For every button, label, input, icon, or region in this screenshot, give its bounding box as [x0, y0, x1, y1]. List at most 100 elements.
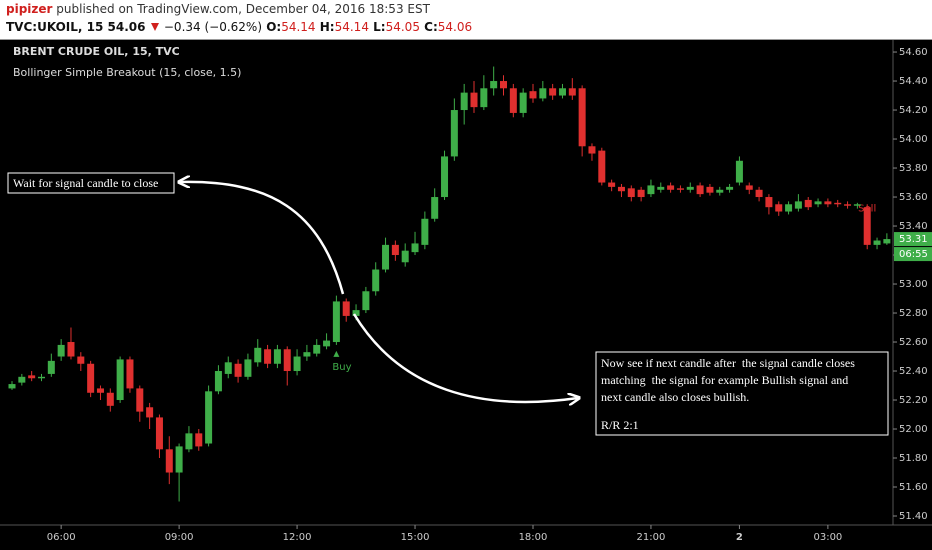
- triangle: [150, 23, 159, 31]
- countdown-label: 06:55: [899, 249, 928, 260]
- note-line: next candle also closes bullish.: [601, 390, 749, 404]
- symbol: TVC:UKOIL, 15: [6, 20, 104, 34]
- candle-body: [136, 388, 144, 412]
- candle-body: [834, 202, 842, 205]
- x-tick-label: 09:00: [165, 532, 194, 543]
- y-tick-label: 54.40: [899, 76, 928, 87]
- candle-body: [726, 186, 734, 190]
- candle-body: [116, 359, 124, 401]
- candle-body: [391, 244, 399, 256]
- x-tick-label: 03:00: [813, 532, 842, 543]
- candle-body: [598, 150, 606, 183]
- y-tick-label: 53.60: [899, 192, 928, 203]
- ticker-line: TVC:UKOIL, 15 54.06 −0.34 (−0.62%) O:54.…: [6, 20, 472, 34]
- last-price-box: [894, 232, 932, 247]
- candle-body: [441, 156, 449, 198]
- author: pipizer: [6, 2, 53, 16]
- candle-body: [244, 359, 252, 377]
- note-line: R/R 2:1: [601, 418, 639, 432]
- x-tick-label: 18:00: [519, 532, 548, 543]
- candle-body: [657, 186, 665, 190]
- candle-body: [637, 189, 645, 198]
- chart: BRENT CRUDE OIL, 15, TVC Bollinger Simpl…: [0, 40, 932, 550]
- candle-body: [706, 186, 714, 193]
- x-tick-label: 21:00: [637, 532, 666, 543]
- candle-body: [863, 207, 871, 245]
- candle-body: [617, 186, 625, 192]
- candle-body: [175, 446, 183, 473]
- plot: 51.40 51.60 51.80 52.00 52.20 52.40 52.60 52.80…: [8, 47, 932, 543]
- y-tick-label: 51.40: [899, 511, 928, 522]
- candle-body: [676, 188, 684, 190]
- last-price-label: 53.31: [899, 234, 928, 245]
- candle-body: [873, 240, 881, 245]
- arrow: [352, 313, 578, 402]
- note-box: [595, 351, 889, 436]
- y-tick-label: 53.80: [899, 163, 928, 174]
- candle-body: [352, 310, 360, 316]
- candle-body: [785, 204, 793, 212]
- candle-body: [549, 88, 557, 96]
- published: published on TradingView.com, December 0…: [56, 2, 430, 16]
- candle-body: [647, 185, 655, 195]
- candle-body: [470, 92, 478, 108]
- chart-title: BRENT CRUDE OIL, 15, TVC: [13, 45, 180, 58]
- chart-subtitle: Bollinger Simple Breakout (15, close, 1.…: [13, 66, 241, 79]
- candle-body: [745, 185, 753, 190]
- candle-body: [37, 376, 45, 379]
- ohlc-key: H:: [319, 20, 335, 34]
- candle-body: [96, 388, 104, 393]
- candle-body: [844, 204, 852, 206]
- note-box: [7, 172, 175, 194]
- candle-body: [519, 92, 527, 113]
- candle-body: [716, 189, 724, 193]
- candle-body: [853, 204, 861, 206]
- candle-body: [273, 349, 281, 364]
- candle-body: [431, 197, 439, 219]
- candle-body: [293, 356, 301, 372]
- candle-body: [558, 88, 566, 96]
- candle-body: [755, 189, 763, 198]
- candle-body: [372, 269, 380, 292]
- change: −0.34 (−0.62%): [163, 20, 263, 34]
- x-tick-label: 12:00: [283, 532, 312, 543]
- x-tick-label: 06:00: [47, 532, 76, 543]
- ohlc-value: 54.05: [385, 20, 420, 34]
- candle-body: [18, 376, 26, 383]
- candle-body: [126, 359, 134, 389]
- ohlc: O:54.14 H:54.14 L:54.05 C:54.06: [266, 20, 472, 34]
- candle-body: [264, 349, 272, 364]
- candle-body: [155, 417, 163, 450]
- note-line: matching the signal for example Bullish …: [601, 373, 848, 387]
- candle-body: [214, 371, 222, 392]
- y-tick-label: 52.00: [899, 424, 928, 435]
- candle-body: [421, 218, 429, 245]
- y-tick-label: 52.20: [899, 395, 928, 406]
- candle-body: [47, 360, 55, 374]
- candle-body: [667, 185, 675, 190]
- note: Wait for signal candle to close: [13, 176, 158, 190]
- y-tick-label: 52.40: [899, 366, 928, 377]
- candle-body: [303, 352, 311, 357]
- y-tick-label: 51.60: [899, 482, 928, 493]
- candle-body: [57, 344, 65, 357]
- note-line: Now see if next candle after the signal …: [601, 356, 855, 370]
- publish-line: pipizer published on TradingView.com, De…: [6, 2, 430, 16]
- y-tick-label: 54.60: [899, 47, 928, 58]
- candle-body: [234, 363, 242, 377]
- candle-body: [342, 301, 350, 316]
- candle-body: [185, 433, 193, 450]
- candle-body: [382, 244, 390, 270]
- candle-body: [77, 356, 85, 364]
- ohlc-value: 54.14: [281, 20, 316, 34]
- y-tick-label: 54.00: [899, 134, 928, 145]
- ohlc-key: O:: [266, 20, 282, 34]
- candle-body: [8, 384, 16, 389]
- candle-body: [411, 243, 419, 253]
- candle-body: [735, 160, 743, 183]
- candle-body: [205, 391, 213, 444]
- last: 54.06: [107, 20, 146, 34]
- candle-body: [529, 91, 537, 99]
- candle-body: [165, 449, 173, 473]
